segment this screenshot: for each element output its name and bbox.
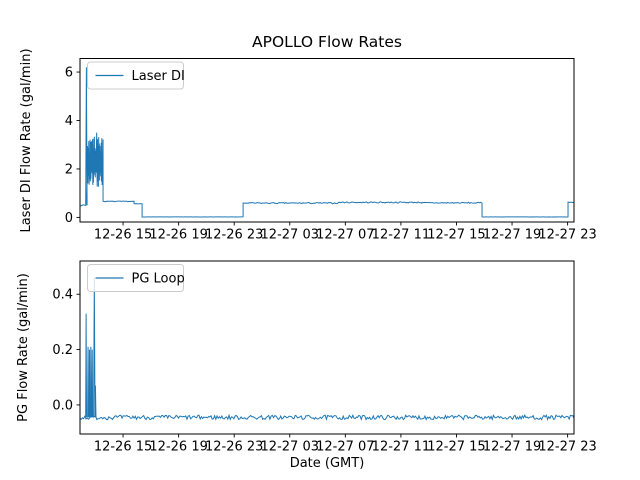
x-tick-label: 12-27 19 bbox=[483, 440, 541, 455]
data-line-laser-di bbox=[79, 136, 575, 218]
x-tick-label: 12-26 19 bbox=[149, 228, 207, 243]
legend-label: PG Loop bbox=[132, 272, 185, 287]
data-spike bbox=[94, 385, 97, 418]
x-tick-label: 12-27 11 bbox=[372, 228, 430, 243]
y-tick-label: 0.2 bbox=[52, 343, 73, 358]
data-spike bbox=[88, 349, 91, 418]
axes-frame bbox=[79, 58, 575, 223]
x-tick-label: 12-27 19 bbox=[483, 228, 541, 243]
x-tick-label: 12-26 15 bbox=[94, 440, 152, 455]
data-line-pg-loop bbox=[79, 413, 575, 422]
pg-y-axis-label: PG Flow Rate (gal/min) bbox=[16, 273, 31, 422]
legend-box bbox=[87, 61, 184, 90]
x-tick-label: 12-27 03 bbox=[261, 440, 319, 455]
x-tick-label: 12-27 15 bbox=[427, 440, 485, 455]
legend-label: Laser DI bbox=[132, 69, 185, 84]
x-axis-label: Date (GMT) bbox=[290, 456, 365, 471]
data-spike bbox=[85, 67, 88, 206]
data-spike bbox=[95, 132, 98, 169]
y-tick-label: 2 bbox=[65, 162, 73, 177]
x-tick-label: 12-26 23 bbox=[205, 228, 263, 243]
x-tick-label: 12-26 19 bbox=[149, 440, 207, 455]
x-tick-label: 12-27 07 bbox=[316, 228, 374, 243]
legend-box bbox=[87, 264, 184, 292]
y-tick-label: 6 bbox=[65, 66, 73, 81]
y-tick-label: 0 bbox=[65, 211, 73, 226]
y-tick-label: 0.4 bbox=[52, 288, 73, 303]
data-spike bbox=[85, 313, 88, 418]
y-tick-label: 4 bbox=[65, 114, 73, 129]
data-spike bbox=[87, 346, 89, 418]
x-tick-label: 12-26 23 bbox=[205, 440, 263, 455]
x-tick-label: 12-27 15 bbox=[427, 228, 485, 243]
data-spike bbox=[89, 346, 92, 418]
x-tick-label: 12-27 03 bbox=[261, 228, 319, 243]
y-tick-label: 0.0 bbox=[52, 398, 73, 413]
laser-di-y-axis-label: Laser DI Flow Rate (gal/min) bbox=[19, 48, 34, 232]
x-tick-label: 12-26 15 bbox=[94, 228, 152, 243]
chart-title: APOLLO Flow Rates bbox=[252, 33, 402, 51]
x-tick-label: 12-27 23 bbox=[538, 228, 596, 243]
axes-frame bbox=[79, 260, 575, 435]
x-tick-label: 12-27 23 bbox=[538, 440, 596, 455]
x-tick-label: 12-27 07 bbox=[316, 440, 374, 455]
data-spike bbox=[91, 349, 94, 418]
x-tick-label: 12-27 11 bbox=[372, 440, 430, 455]
